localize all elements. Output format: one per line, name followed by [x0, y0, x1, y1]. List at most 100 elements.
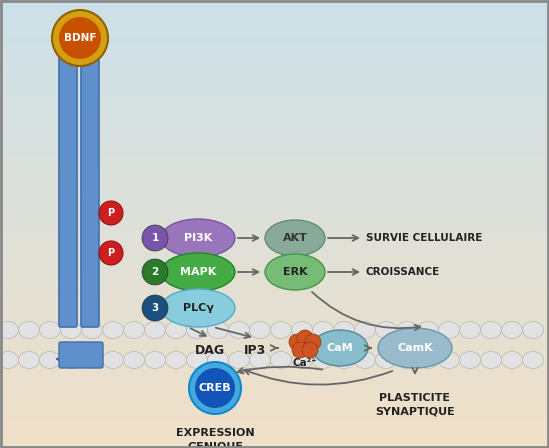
Text: P: P	[108, 248, 115, 258]
Bar	[0, 97, 549, 99]
Bar	[0, 285, 549, 287]
Bar	[0, 93, 549, 94]
Bar	[0, 405, 549, 406]
Bar	[0, 127, 549, 129]
Bar	[0, 3, 549, 4]
Bar	[0, 414, 549, 415]
Bar	[0, 279, 549, 281]
Text: DAG: DAG	[195, 344, 225, 357]
FancyBboxPatch shape	[81, 38, 99, 327]
Bar	[0, 309, 549, 310]
Bar	[0, 133, 549, 134]
Bar	[0, 205, 549, 206]
Ellipse shape	[460, 322, 480, 339]
Bar	[0, 148, 549, 149]
Bar	[0, 215, 549, 216]
Bar	[0, 149, 549, 151]
Bar	[0, 170, 549, 172]
Ellipse shape	[417, 352, 439, 369]
Bar	[0, 146, 549, 148]
Bar	[0, 355, 549, 357]
Bar	[0, 362, 549, 363]
Bar	[0, 95, 549, 97]
Bar	[0, 220, 549, 221]
Bar	[0, 358, 549, 360]
Bar	[0, 26, 549, 27]
Bar	[0, 130, 549, 131]
Circle shape	[189, 362, 241, 414]
Ellipse shape	[60, 352, 81, 369]
Ellipse shape	[124, 352, 144, 369]
Bar	[0, 84, 549, 85]
Bar	[0, 336, 549, 337]
Bar	[0, 284, 549, 285]
Bar	[0, 76, 549, 78]
Bar	[0, 187, 549, 188]
FancyBboxPatch shape	[59, 38, 77, 327]
Bar	[0, 250, 549, 251]
Bar	[0, 276, 549, 278]
Text: ERK: ERK	[283, 267, 307, 277]
Circle shape	[142, 295, 168, 321]
Bar	[0, 312, 549, 314]
Bar	[0, 19, 549, 21]
Circle shape	[302, 342, 318, 358]
Bar	[0, 349, 549, 351]
Bar	[0, 184, 549, 185]
Bar	[0, 382, 549, 384]
Bar	[0, 300, 549, 302]
Bar	[0, 442, 549, 444]
Ellipse shape	[265, 220, 325, 256]
Bar	[0, 73, 549, 75]
Text: P: P	[108, 208, 115, 218]
Bar	[0, 415, 549, 417]
Bar	[0, 344, 549, 345]
Bar	[0, 63, 549, 64]
Bar	[0, 324, 549, 326]
Bar	[0, 27, 549, 28]
Ellipse shape	[187, 352, 208, 369]
Bar	[0, 429, 549, 430]
Bar	[0, 4, 549, 6]
Bar	[0, 224, 549, 225]
Bar	[0, 85, 549, 86]
Bar	[0, 193, 549, 194]
Ellipse shape	[208, 322, 228, 339]
Bar	[0, 86, 549, 88]
Bar	[0, 357, 549, 358]
Bar	[0, 430, 549, 431]
Bar	[0, 328, 549, 330]
Bar	[0, 270, 549, 272]
Ellipse shape	[0, 352, 19, 369]
Text: PI3K: PI3K	[184, 233, 212, 243]
Bar	[0, 306, 549, 308]
Bar	[0, 145, 549, 146]
Bar	[0, 335, 549, 336]
Bar	[0, 157, 549, 158]
Bar	[0, 381, 549, 382]
Bar	[0, 248, 549, 250]
Bar	[0, 372, 549, 373]
Bar	[0, 33, 549, 34]
Bar	[0, 323, 549, 324]
Bar	[0, 100, 549, 102]
Bar	[0, 178, 549, 179]
Bar	[0, 375, 549, 376]
Bar	[0, 225, 549, 227]
Bar	[0, 378, 549, 379]
Circle shape	[142, 259, 168, 285]
Text: Ca²⁺: Ca²⁺	[293, 358, 317, 368]
Bar	[0, 15, 549, 17]
Bar	[0, 390, 549, 391]
Bar	[0, 46, 549, 48]
Bar	[0, 6, 549, 8]
Bar	[0, 216, 549, 218]
Ellipse shape	[81, 322, 103, 339]
Bar	[0, 354, 549, 355]
Bar	[0, 43, 549, 45]
Ellipse shape	[501, 352, 523, 369]
Bar	[0, 421, 549, 422]
Bar	[0, 394, 549, 396]
Bar	[0, 360, 549, 362]
Bar	[0, 436, 549, 438]
